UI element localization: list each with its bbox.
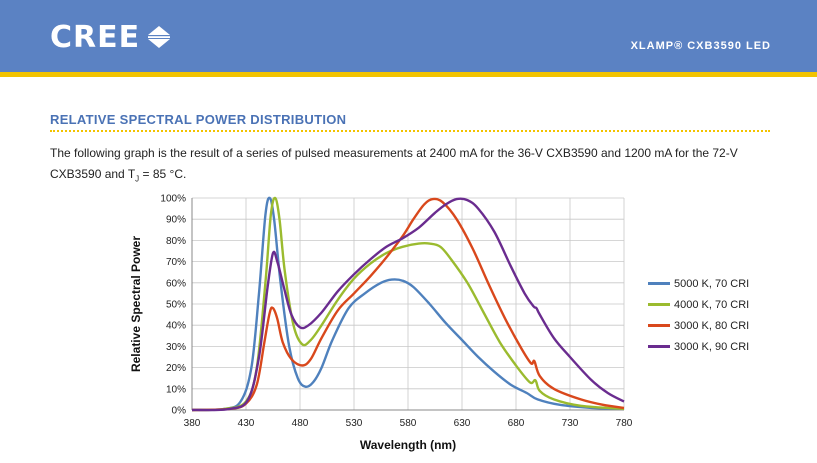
legend-item: 5000 K, 70 CRI xyxy=(648,273,749,294)
legend-swatch xyxy=(648,345,670,348)
x-tick-label: 580 xyxy=(400,418,417,429)
x-tick-label: 430 xyxy=(238,418,255,429)
series-line xyxy=(191,197,625,412)
y-tick-label: 100% xyxy=(160,194,186,205)
y-tick-label: 60% xyxy=(166,278,186,289)
series-line xyxy=(191,197,625,412)
x-tick-label: 480 xyxy=(292,418,309,429)
y-tick-label: 50% xyxy=(166,300,186,311)
legend-swatch xyxy=(648,303,670,306)
y-tick-label: 40% xyxy=(166,321,186,332)
cree-logo-icon xyxy=(148,26,171,48)
legend-item: 4000 K, 70 CRI xyxy=(648,294,749,315)
page-header xyxy=(0,0,817,72)
legend-item: 3000 K, 80 CRI xyxy=(648,315,749,336)
description-text: The following graph is the result of a s… xyxy=(50,146,738,181)
y-tick-label: 80% xyxy=(166,236,186,247)
series-line xyxy=(191,196,625,412)
y-tick-label: 90% xyxy=(166,215,186,226)
brand-name: CREE xyxy=(50,19,141,55)
legend-label: 3000 K, 80 CRI xyxy=(674,319,750,332)
x-tick-label: 680 xyxy=(508,418,525,429)
junction-subscript: J xyxy=(135,174,140,184)
legend-label: 4000 K, 70 CRI xyxy=(674,298,750,311)
x-tick-label: 630 xyxy=(454,418,471,429)
y-axis-label: Relative Spectral Power xyxy=(129,236,143,372)
header-accent-bar xyxy=(0,72,817,77)
legend-swatch xyxy=(648,282,670,285)
legend-label: 5000 K, 70 CRI xyxy=(674,277,750,290)
description-text-end: = 85 °C. xyxy=(139,167,187,181)
y-tick-label: 0% xyxy=(172,406,187,417)
section-divider xyxy=(50,130,770,132)
chart-legend: 5000 K, 70 CRI 4000 K, 70 CRI 3000 K, 80 C… xyxy=(648,273,749,357)
y-tick-label: 70% xyxy=(166,257,186,268)
section-title: RELATIVE SPECTRAL POWER DISTRIBUTION xyxy=(50,112,347,127)
y-tick-label: 10% xyxy=(166,384,186,395)
x-axis-label: Wavelength (nm) xyxy=(360,438,456,452)
x-tick-label: 780 xyxy=(616,418,633,429)
product-name: XLAMP® CXB3590 LED xyxy=(630,40,771,52)
legend-item: 3000 K, 90 CRI xyxy=(648,336,749,357)
legend-swatch xyxy=(648,324,670,327)
cree-logo: CREE xyxy=(50,19,172,55)
series-line xyxy=(191,196,625,412)
description-paragraph: The following graph is the result of a s… xyxy=(50,143,780,189)
y-tick-label: 20% xyxy=(166,363,186,374)
x-tick-label: 530 xyxy=(346,418,363,429)
y-tick-label: 30% xyxy=(166,342,186,353)
legend-label: 3000 K, 90 CRI xyxy=(674,340,750,353)
x-tick-label: 730 xyxy=(562,418,579,429)
x-tick-label: 380 xyxy=(184,418,201,429)
